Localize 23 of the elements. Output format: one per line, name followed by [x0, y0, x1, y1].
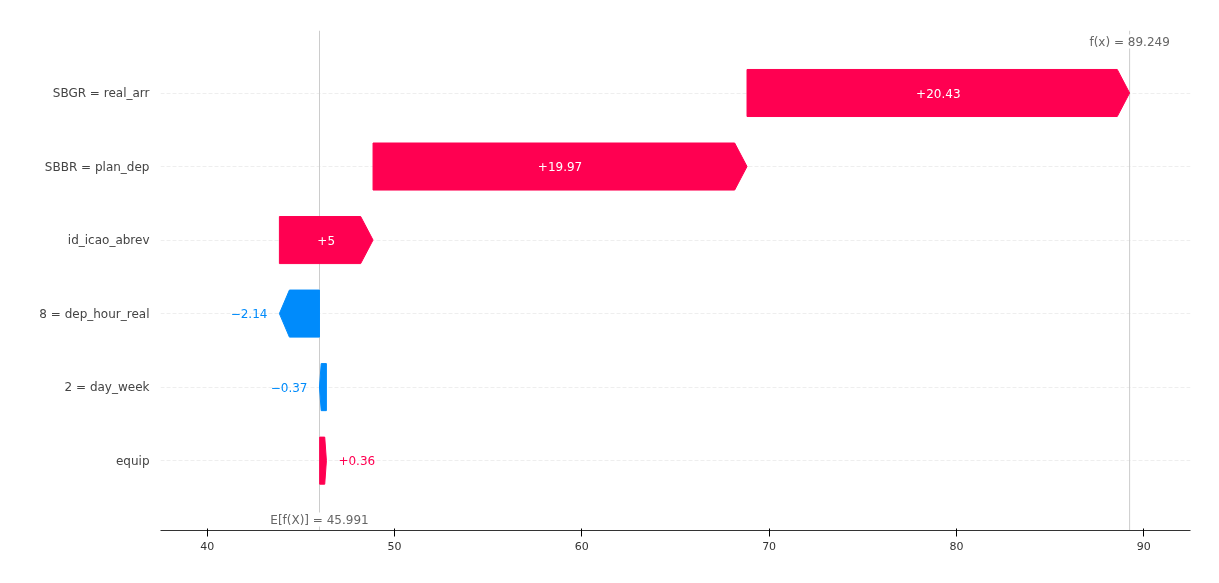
y-tick-label: 8 = dep_hour_real: [39, 306, 150, 321]
data-label: +0.36: [338, 454, 376, 469]
bar: [278, 216, 374, 265]
y-tick-label: 2 = day_week: [64, 380, 150, 395]
data-label: +19.97: [537, 160, 583, 175]
data-label: +20.43: [916, 86, 961, 101]
data-label: −2.14: [230, 307, 268, 322]
y-tick-label: equip: [115, 453, 150, 468]
x-tick-label: 60: [574, 539, 589, 553]
x-tick-label: 80: [949, 539, 964, 553]
bar: [746, 68, 1131, 118]
ref-line-label: E[f(X)] = 45.991: [270, 512, 369, 527]
y-tick-label: SBGR = real_arr: [52, 86, 150, 100]
x-tick-label: 50: [387, 539, 402, 553]
bar: [372, 142, 748, 191]
data-label: −0.37: [270, 380, 308, 395]
y-tick-label: id_icao_abrev: [67, 233, 150, 248]
x-tick-label: 70: [762, 539, 777, 553]
ref-line-label: f(x) = 89.249: [1089, 34, 1170, 49]
data-label: +5: [317, 233, 336, 248]
y-tick-label: SBBR = plan_dep: [44, 159, 150, 174]
x-tick-label: 90: [1136, 539, 1151, 553]
x-tick-label: 40: [200, 539, 215, 553]
